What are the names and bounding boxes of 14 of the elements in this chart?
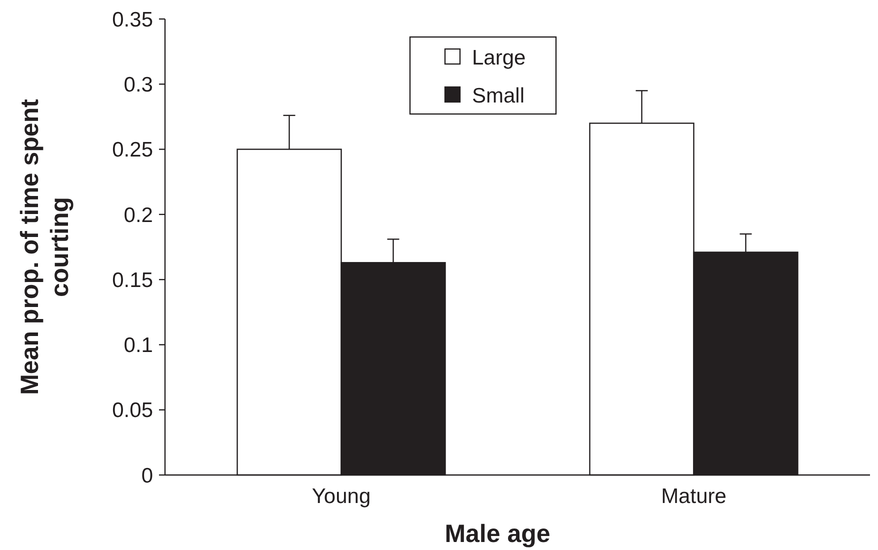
y-tick-label: 0 xyxy=(141,464,153,488)
x-tick-label: Mature xyxy=(661,485,726,508)
legend-label: Large xyxy=(472,46,526,70)
y-tick-label: 0.05 xyxy=(112,399,153,422)
legend-label: Small xyxy=(472,84,525,108)
y-axis-title: Mean prop. of time spent courting xyxy=(16,98,74,395)
x-tick-label: Young xyxy=(312,485,371,508)
y-tick-label: 0.3 xyxy=(124,73,153,96)
y-tick-label: 0.25 xyxy=(112,138,153,162)
x-axis-title: Male age xyxy=(444,520,550,548)
y-tick-label: 0.35 xyxy=(112,8,153,32)
y-tick-label: 0.2 xyxy=(124,204,153,227)
y-tick-label: 0.15 xyxy=(112,268,153,292)
y-tick-label: 0.1 xyxy=(124,334,153,358)
